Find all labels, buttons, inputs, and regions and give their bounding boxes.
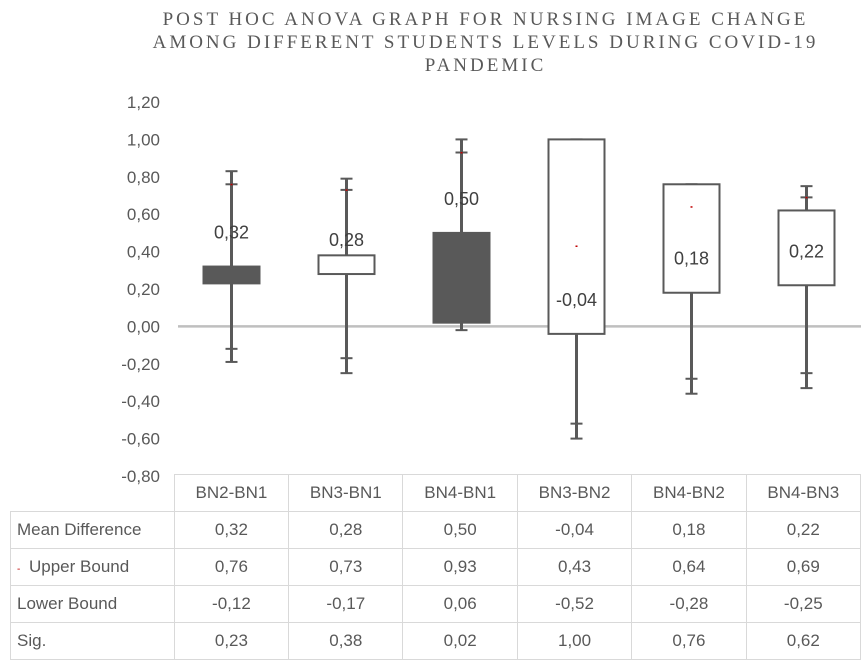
table-cell: 0,76 <box>631 622 747 660</box>
category-label: BN4-BN2 <box>631 474 747 512</box>
data-label: 0,18 <box>674 249 709 269</box>
table-row: Sig. 0,23 0,38 0,02 1,00 0,76 0,62 <box>10 622 861 660</box>
table-cell: 0,02 <box>402 622 518 660</box>
chart-title: POST HOC ANOVA GRAPH FOR NURSING IMAGE C… <box>152 9 819 76</box>
upper-bound-marker <box>345 189 348 191</box>
y-axis: 1,20 1,00 0,80 0,60 0,40 0,20 0,00 -0,20 -0,40 -0… <box>121 93 160 486</box>
y-tick-label: -0,40 <box>121 392 160 411</box>
data-table: BN2-BN1 BN3-BN1 BN4-BN1 BN3-BN2 BN4-BN2 BN4-B… <box>10 474 861 660</box>
table-row: Lower Bound -0,12 -0,17 0,06 -0,52 -0,28 -0,25 <box>10 585 861 623</box>
table-cell: 0,76 <box>173 548 290 586</box>
box <box>777 209 836 287</box>
table-row: Mean Difference 0,32 0,28 0,50 -0,04 0,18 0,22 <box>10 511 861 549</box>
box <box>317 254 376 276</box>
box <box>547 138 606 335</box>
data-label: 0,32 <box>214 223 249 243</box>
table-cell: 0,22 <box>745 511 861 549</box>
box <box>202 265 261 285</box>
table-cell: 0,73 <box>288 548 404 586</box>
table-cell: 0,64 <box>631 548 747 586</box>
table-cell: 0,69 <box>745 548 861 586</box>
y-tick-label: 0,80 <box>127 168 160 187</box>
table-cell: -0,28 <box>631 585 747 623</box>
table-header-row: BN2-BN1 BN3-BN1 BN4-BN1 BN3-BN2 BN4-BN2 BN4-B… <box>10 474 861 512</box>
series-name: Sig. <box>10 622 175 660</box>
box <box>432 231 491 324</box>
table-cell: 0,18 <box>631 511 747 549</box>
data-label: 0,22 <box>789 241 824 261</box>
y-tick-label: 0,60 <box>127 205 160 224</box>
y-tick-label: 1,20 <box>127 93 160 112</box>
upper-bound-marker <box>230 183 233 186</box>
y-tick-label: -0,20 <box>121 355 160 374</box>
category-label: BN3-BN1 <box>288 474 404 512</box>
category-label: BN3-BN2 <box>516 474 633 512</box>
table-cell: 0,28 <box>288 511 404 549</box>
upper-bound-marker <box>690 206 693 208</box>
table-cell: 1,00 <box>516 622 633 660</box>
table-cell: 0,06 <box>402 585 518 623</box>
y-tick-label: -0,60 <box>121 430 160 449</box>
box-series <box>202 138 836 440</box>
series-name: - Upper Bound <box>10 548 175 586</box>
data-label: -0,04 <box>556 290 597 310</box>
table-cell: 0,23 <box>173 622 290 660</box>
table-cell: 0,50 <box>402 511 518 549</box>
table-cell: 0,62 <box>745 622 861 660</box>
table-cell: -0,52 <box>516 585 633 623</box>
y-tick-label: 0,00 <box>127 317 160 336</box>
data-labels: 0,32 0,28 0,50 -0,04 0,18 0,22 <box>214 189 824 310</box>
table-cell: -0,17 <box>288 585 404 623</box>
series-name-text: Upper Bound <box>29 557 130 576</box>
y-tick-label: 0,40 <box>127 243 160 262</box>
category-label: BN4-BN1 <box>402 474 518 512</box>
table-cell: 0,32 <box>173 511 290 549</box>
y-tick-label: 0,20 <box>127 280 160 299</box>
box <box>662 183 721 294</box>
table-cell: 0,93 <box>402 548 518 586</box>
table-corner <box>10 474 175 512</box>
data-label: 0,50 <box>444 189 479 209</box>
upper-bound-marker <box>805 196 808 199</box>
table-cell: -0,04 <box>516 511 633 549</box>
upper-bound-marker <box>575 245 578 247</box>
table-cell: 0,43 <box>516 548 633 586</box>
data-label: 0,28 <box>329 230 364 250</box>
y-tick-label: 1,00 <box>127 130 160 149</box>
upper-bound-marker <box>460 151 463 154</box>
table-cell: -0,12 <box>173 585 290 623</box>
legend-marker: - <box>17 564 21 575</box>
table-cell: -0,25 <box>745 585 861 623</box>
series-name: Lower Bound <box>10 585 175 623</box>
category-label: BN4-BN3 <box>745 474 861 512</box>
table-row: - Upper Bound 0,76 0,73 0,93 0,43 0,64 0,69 <box>10 548 861 586</box>
series-name: Mean Difference <box>10 511 175 549</box>
category-label: BN2-BN1 <box>173 474 290 512</box>
table-cell: 0,38 <box>288 622 404 660</box>
marker-series <box>230 151 808 247</box>
